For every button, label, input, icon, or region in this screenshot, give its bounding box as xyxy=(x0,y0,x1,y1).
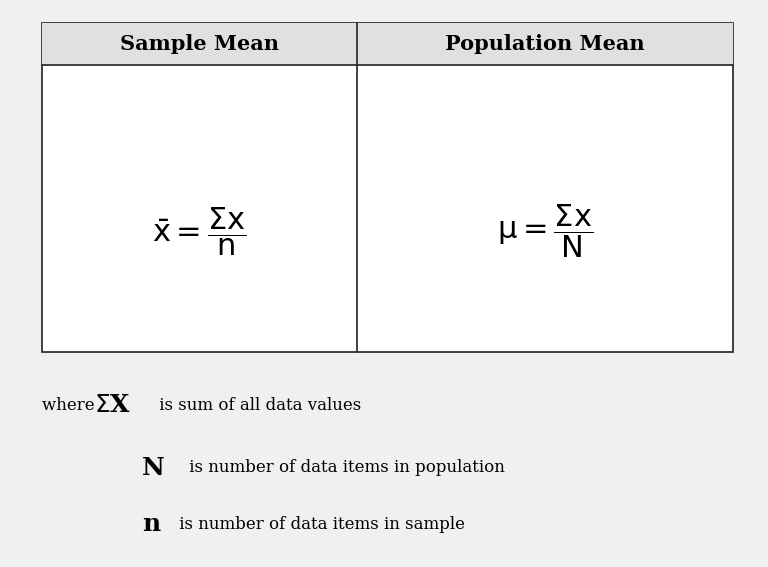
Bar xyxy=(42,23,733,65)
Text: Population Mean: Population Mean xyxy=(445,34,645,54)
Text: where: where xyxy=(42,397,100,414)
Text: n: n xyxy=(142,513,161,536)
Text: is number of data items in sample: is number of data items in sample xyxy=(174,516,465,533)
Bar xyxy=(42,23,733,352)
Text: N: N xyxy=(142,456,165,480)
Text: $\mathrm{\bar{x} = \dfrac{\Sigma x}{n}}$: $\mathrm{\bar{x} = \dfrac{\Sigma x}{n}}$ xyxy=(152,205,247,257)
Text: Sample Mean: Sample Mean xyxy=(120,34,279,54)
Text: is sum of all data values: is sum of all data values xyxy=(154,397,361,414)
Text: $\Sigma$X: $\Sigma$X xyxy=(94,393,131,417)
Text: is number of data items in population: is number of data items in population xyxy=(184,459,505,476)
Text: $\mathrm{\mu = \dfrac{\Sigma x}{N}}$: $\mathrm{\mu = \dfrac{\Sigma x}{N}}$ xyxy=(497,202,593,260)
